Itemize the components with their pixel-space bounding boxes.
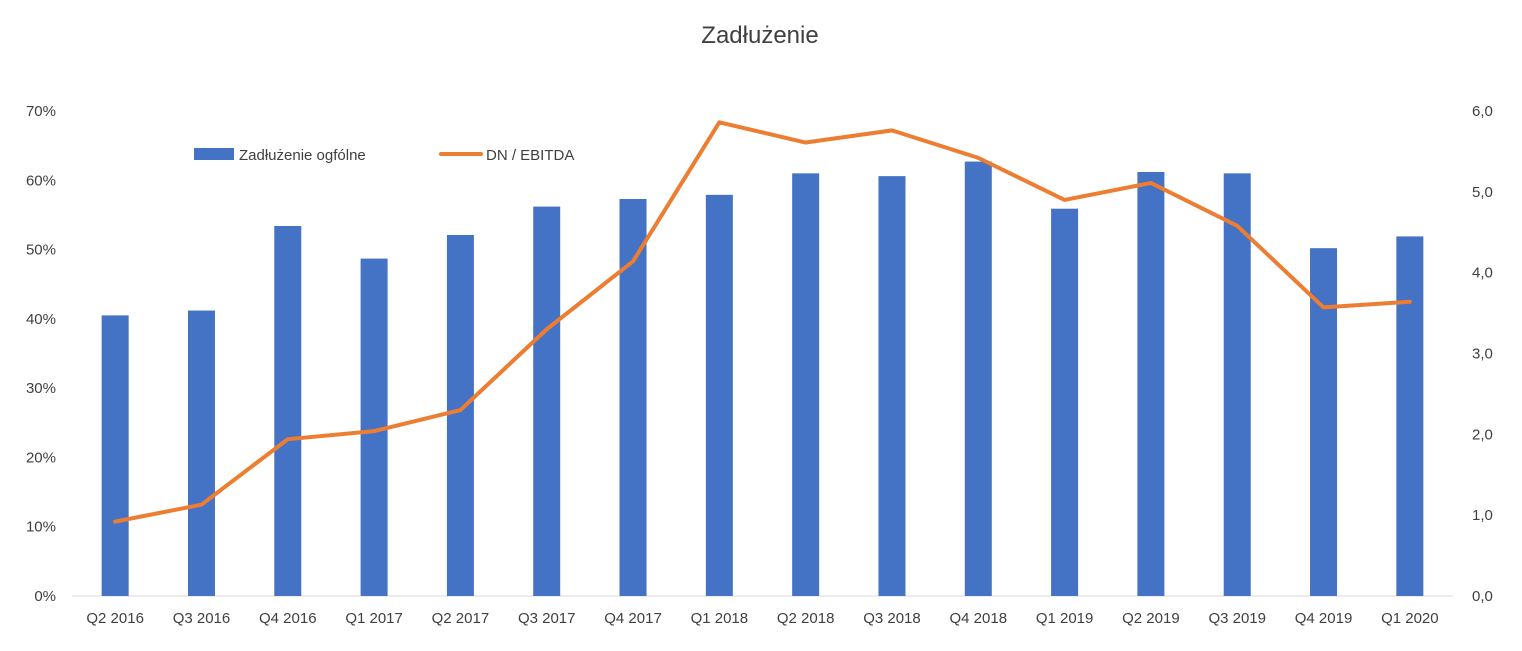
bar xyxy=(1051,208,1079,596)
bar xyxy=(1223,173,1251,596)
bar xyxy=(533,206,561,596)
bar xyxy=(187,310,215,596)
plot-area: 0% 10% 20% 30% 40% 50% 60% 70% 0,0 1,0 2,0 3,0 4,0 5,… xyxy=(26,103,1493,627)
x-tick-label: Q3 2016 xyxy=(173,610,231,627)
x-tick-label: Q1 2017 xyxy=(345,610,403,627)
bar xyxy=(274,226,302,596)
y-left-tick-label: 20% xyxy=(26,449,56,466)
bar xyxy=(792,173,820,596)
y-left-tick-label: 40% xyxy=(26,311,56,328)
x-tick-label: Q1 2019 xyxy=(1036,610,1094,627)
y-left-tick-label: 60% xyxy=(26,172,56,189)
y-right-tick-label: 2,0 xyxy=(1472,426,1493,443)
y-right-tick-label: 3,0 xyxy=(1472,346,1493,363)
x-tick-label: Q3 2017 xyxy=(518,610,576,627)
bar xyxy=(878,176,906,596)
x-tick-label: Q3 2019 xyxy=(1208,610,1266,627)
x-tick-label: Q4 2019 xyxy=(1295,610,1353,627)
bar xyxy=(446,235,474,596)
x-tick-label: Q2 2019 xyxy=(1122,610,1180,627)
chart-title: Zadłużenie xyxy=(701,22,818,49)
x-tick-label: Q2 2017 xyxy=(432,610,490,627)
legend-swatch-bar xyxy=(194,148,234,160)
bar xyxy=(1137,171,1165,596)
y-right-tick-label: 5,0 xyxy=(1472,184,1493,201)
x-tick-label: Q1 2020 xyxy=(1381,610,1439,627)
bar xyxy=(619,198,647,596)
x-tick-label: Q2 2018 xyxy=(777,610,835,627)
y-left-tick-label: 30% xyxy=(26,380,56,397)
bar xyxy=(101,315,129,596)
x-tick-label: Q1 2018 xyxy=(691,610,749,627)
legend-label-line: DN / EBITDA xyxy=(486,147,574,164)
bar xyxy=(964,161,992,597)
y-left-tick-label: 10% xyxy=(26,519,56,536)
legend-label-bar: Zadłużenie ogfólne xyxy=(239,147,366,164)
x-tick-label: Q4 2017 xyxy=(604,610,662,627)
y-right-tick-label: 0,0 xyxy=(1472,588,1493,605)
legend: Zadłużenie ogfólne DN / EBITDA xyxy=(194,147,574,164)
y-right-tick-label: 1,0 xyxy=(1472,507,1493,524)
x-tick-label: Q4 2016 xyxy=(259,610,317,627)
x-tick-label: Q2 2016 xyxy=(86,610,144,627)
y-right-tick-label: 4,0 xyxy=(1472,265,1493,282)
bar xyxy=(705,194,733,597)
x-tick-label: Q3 2018 xyxy=(863,610,921,627)
y-left-tick-label: 50% xyxy=(26,242,56,259)
y-left-tick-label: 70% xyxy=(26,103,56,120)
x-tick-label: Q4 2018 xyxy=(950,610,1008,627)
y-left-tick-label: 0% xyxy=(34,588,56,605)
line-series-dn-ebitda xyxy=(113,120,1412,524)
bar xyxy=(1396,236,1424,596)
y-right-tick-label: 6,0 xyxy=(1472,103,1493,120)
